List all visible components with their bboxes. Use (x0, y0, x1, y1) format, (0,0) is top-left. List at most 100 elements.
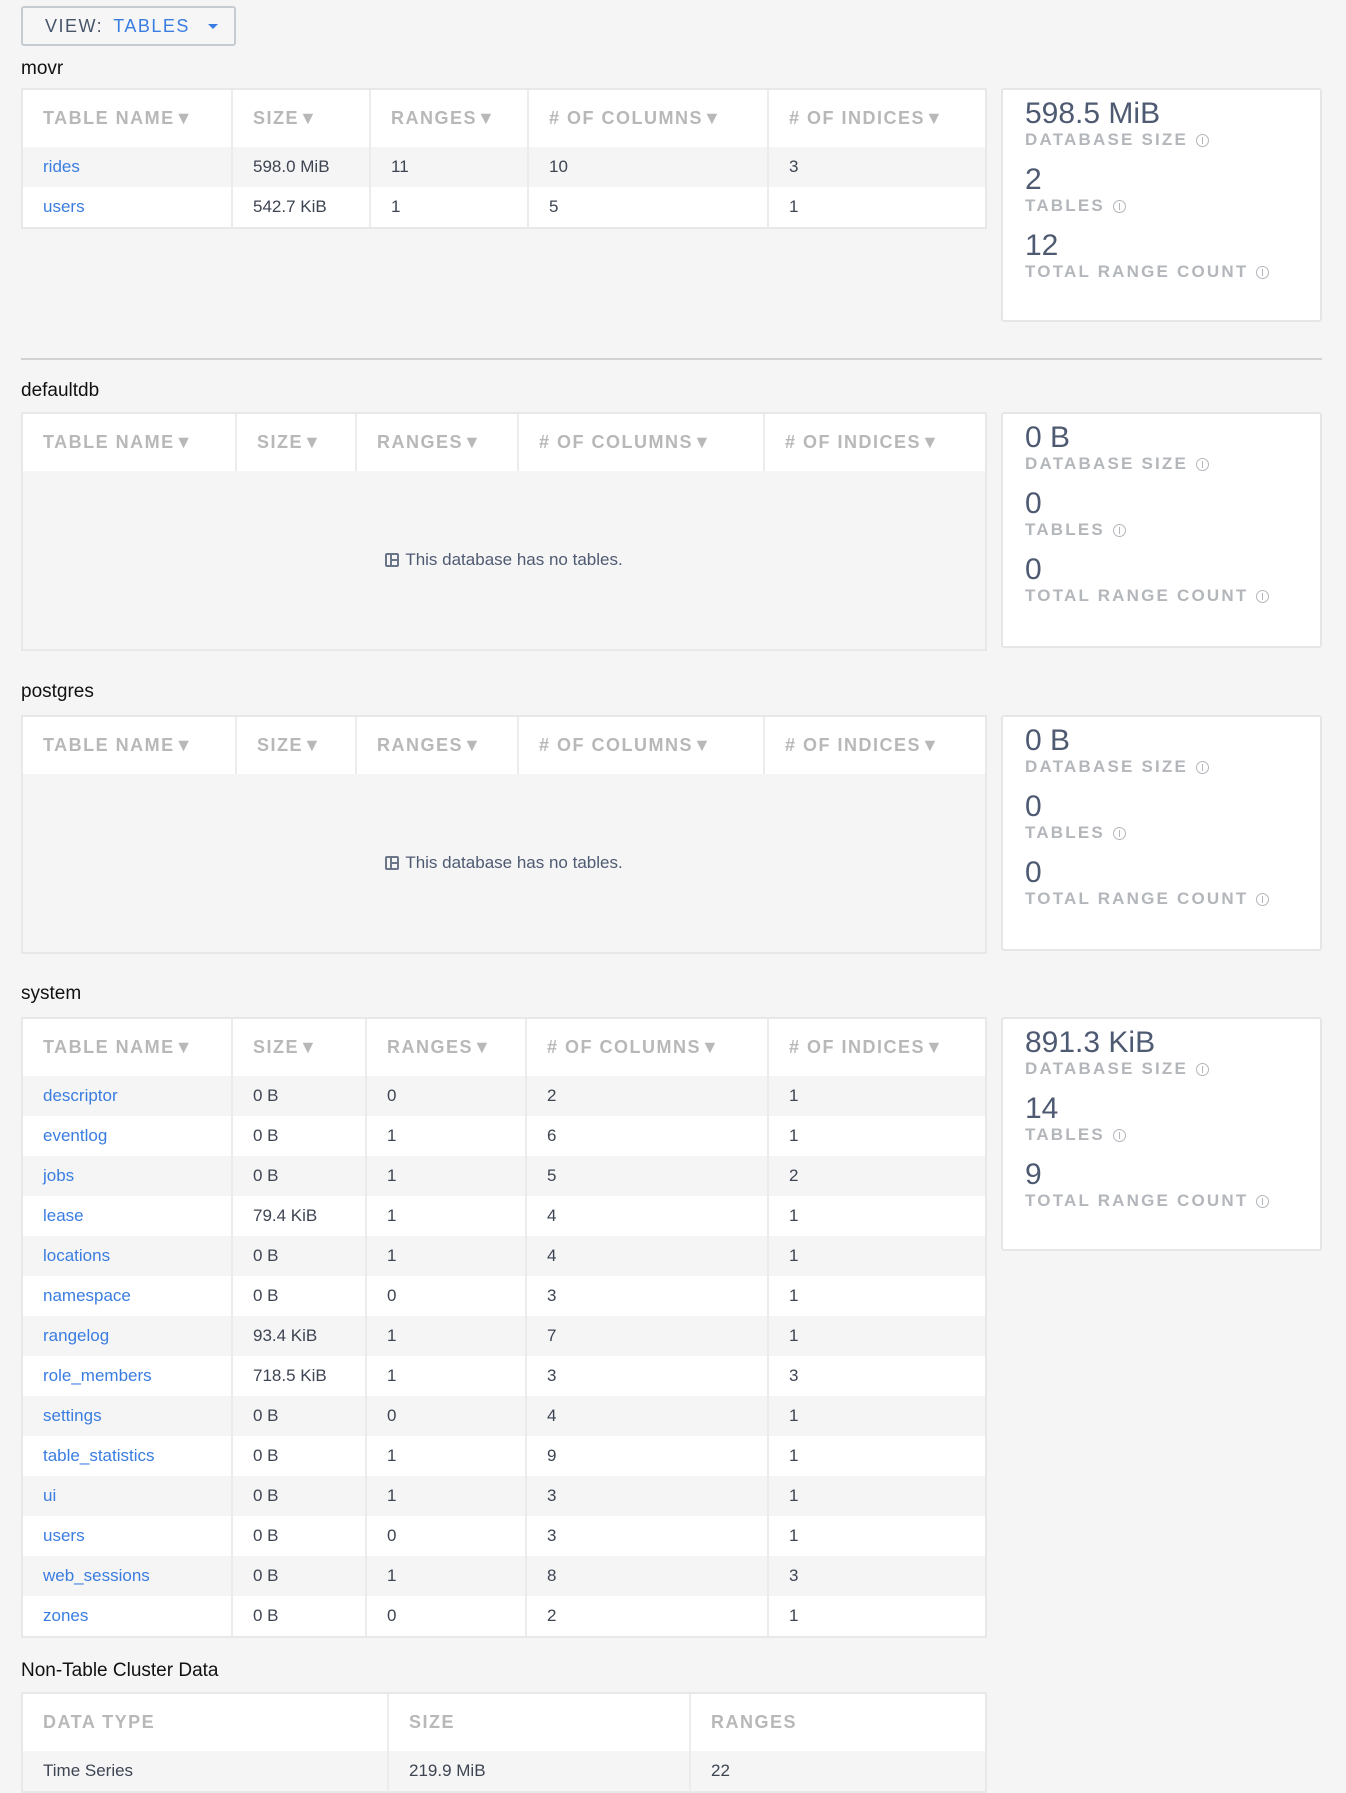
info-icon[interactable] (1112, 199, 1126, 213)
cell-ranges: 0 (367, 1516, 527, 1556)
cell-indices: 1 (789, 1606, 799, 1625)
cell-ranges: 0 (367, 1276, 527, 1316)
cell-table-name: users (23, 187, 233, 227)
tables-table: TABLE NAME▼ SIZE▼ RANGES▼ # OF COLUMNS▼ # OF… (21, 88, 987, 229)
cell-size: 542.7 KiB (233, 187, 371, 227)
cell-size: 79.4 KiB (233, 1196, 367, 1236)
info-icon[interactable] (1196, 1062, 1210, 1076)
database-size-value: 0 B (1025, 421, 1071, 454)
cell-ranges: 11 (371, 147, 529, 187)
view-selector-dropdown[interactable]: VIEW: TABLES (21, 6, 236, 46)
cell-columns: 4 (527, 1236, 769, 1276)
table-link[interactable]: locations (43, 1246, 111, 1265)
range-count-label: TOTAL RANGE COUNT (1025, 889, 1320, 909)
table-link[interactable]: zones (43, 1606, 89, 1625)
info-icon[interactable] (1196, 457, 1210, 471)
sort-header-ranges[interactable]: RANGES▼ (357, 414, 519, 471)
table-count-stat: 2 TABLES (1025, 164, 1320, 216)
database-size-value: 0 B (1025, 724, 1071, 757)
cell-columns: 10 (529, 147, 769, 187)
database-size-stat: 598.5 MiB DATABASE SIZE (1025, 98, 1320, 150)
table-link[interactable]: rangelog (43, 1326, 110, 1345)
cell-ranges: 1 (367, 1436, 527, 1476)
table-link[interactable]: descriptor (43, 1086, 118, 1105)
sort-header-indices[interactable]: # OF INDICES▼ (785, 432, 941, 452)
cell-ranges: 1 (367, 1116, 527, 1156)
sort-header-indices[interactable]: # OF INDICES▼ (789, 1037, 945, 1057)
sort-header-table-name[interactable]: TABLE NAME▼ (23, 1019, 233, 1076)
info-icon[interactable] (1256, 589, 1270, 603)
info-icon[interactable] (1196, 760, 1210, 774)
info-icon[interactable] (1112, 523, 1126, 537)
table-header-row: DATA TYPE SIZE RANGES (23, 1694, 985, 1751)
sort-header-columns[interactable]: # OF COLUMNS▼ (529, 90, 769, 147)
table-link[interactable]: jobs (43, 1166, 75, 1185)
sort-header-columns[interactable]: # OF COLUMNS▼ (519, 717, 765, 774)
table-count-stat: 0 TABLES (1025, 791, 1320, 843)
cell-indices: 1 (789, 1206, 799, 1225)
table-link[interactable]: namespace (43, 1286, 131, 1305)
table-link[interactable]: table_statistics (43, 1446, 155, 1465)
cell-table-name: locations (23, 1236, 233, 1276)
table-link[interactable]: users (43, 197, 85, 216)
sort-header-table-name[interactable]: TABLE NAME▼ (23, 414, 237, 471)
sort-header-columns[interactable]: # OF COLUMNS▼ (519, 414, 765, 471)
info-icon[interactable] (1112, 1128, 1126, 1142)
table-link[interactable]: settings (43, 1406, 102, 1425)
table-link[interactable]: lease (43, 1206, 84, 1225)
sort-header-ranges[interactable]: RANGES▼ (371, 90, 529, 147)
table-count-value: 0 (1025, 487, 1042, 520)
cell-size: 0 B (233, 1076, 367, 1116)
sort-header-size[interactable]: SIZE▼ (233, 1019, 367, 1076)
empty-message: This database has no tables. (405, 853, 623, 872)
header-2: RANGES (711, 1712, 798, 1732)
cell-ranges: 1 (367, 1316, 527, 1356)
cell-size: 0 B (233, 1596, 367, 1636)
cell-columns: 3 (527, 1276, 769, 1316)
sort-header-table-name[interactable]: TABLE NAME▼ (23, 717, 237, 774)
cell-size: 0 B (233, 1116, 367, 1156)
info-icon[interactable] (1256, 265, 1270, 279)
cell-columns: 3 (527, 1356, 769, 1396)
table-link[interactable]: web_sessions (43, 1566, 150, 1585)
database-size-label: DATABASE SIZE (1025, 130, 1320, 150)
sort-header-columns[interactable]: # OF COLUMNS▼ (527, 1019, 769, 1076)
info-icon[interactable] (1196, 133, 1210, 147)
info-icon[interactable] (1112, 826, 1126, 840)
table-link[interactable]: ui (43, 1486, 57, 1505)
sort-header-size[interactable]: SIZE▼ (237, 414, 357, 471)
database-size-label: DATABASE SIZE (1025, 454, 1320, 474)
table-link[interactable]: eventlog (43, 1126, 108, 1145)
sort-header-indices[interactable]: # OF INDICES▼ (785, 735, 941, 755)
table-link[interactable]: role_members (43, 1366, 152, 1385)
sort-header-size[interactable]: SIZE▼ (237, 717, 357, 774)
table-header-row: TABLE NAME▼ SIZE▼ RANGES▼ # OF COLUMNS▼ # OF… (23, 717, 985, 774)
table-header-row: TABLE NAME▼ SIZE▼ RANGES▼ # OF COLUMNS▼ # OF… (23, 414, 985, 471)
cell-indices: 1 (789, 1086, 799, 1105)
cell-size: 0 B (233, 1236, 367, 1276)
sort-header-table-name[interactable]: TABLE NAME▼ (23, 90, 233, 147)
sort-header-indices[interactable]: # OF INDICES▼ (789, 108, 945, 128)
tables-table: TABLE NAME▼ SIZE▼ RANGES▼ # OF COLUMNS▼ # OF… (21, 1017, 987, 1638)
sort-header-ranges[interactable]: RANGES▼ (367, 1019, 527, 1076)
table-link[interactable]: users (43, 1526, 85, 1545)
table-row: Time Series 219.9 MiB 22 (23, 1751, 985, 1791)
cell-size: 0 B (233, 1516, 367, 1556)
info-icon[interactable] (1256, 892, 1270, 906)
cell-indices: 1 (789, 1246, 799, 1265)
cell-table-name: users (23, 1516, 233, 1556)
table-count-stat: 14 TABLES (1025, 1093, 1320, 1145)
cell-size: 93.4 KiB (233, 1316, 367, 1356)
cell-indices: 3 (789, 1366, 799, 1385)
info-icon[interactable] (1256, 1194, 1270, 1208)
sort-header-size[interactable]: SIZE▼ (233, 90, 371, 147)
range-count-value: 9 (1025, 1158, 1042, 1191)
table-link[interactable]: rides (43, 157, 80, 176)
sort-header-ranges[interactable]: RANGES▼ (357, 717, 519, 774)
range-count-stat: 0 TOTAL RANGE COUNT (1025, 857, 1320, 909)
cell-2: 22 (711, 1761, 730, 1780)
cell-columns: 4 (527, 1396, 769, 1436)
